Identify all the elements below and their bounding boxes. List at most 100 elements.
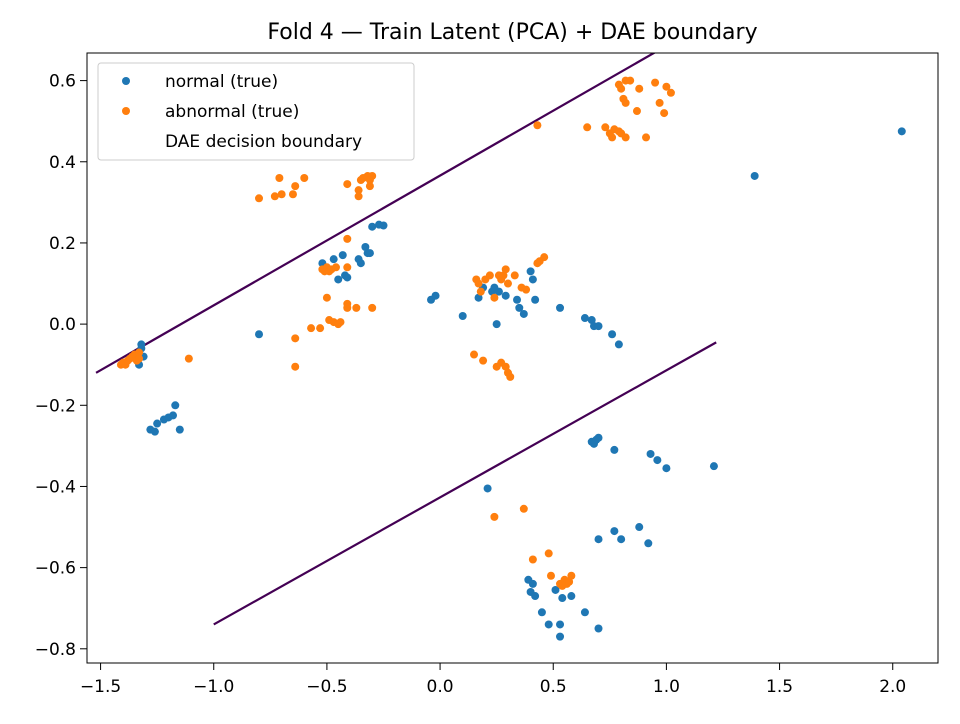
legend-label: normal (true) (165, 72, 278, 92)
normal-point (551, 585, 560, 594)
normal-point (361, 243, 370, 251)
abnormal-point (621, 98, 630, 107)
normal-point (431, 291, 440, 300)
abnormal-point (506, 372, 515, 381)
abnormal-point (501, 362, 510, 371)
normal-point (343, 273, 352, 282)
normal-point (368, 222, 377, 231)
legend-marker-normal (122, 77, 130, 85)
normal-point (153, 419, 162, 428)
normal-point (594, 535, 603, 544)
normal-point (580, 608, 589, 617)
normal-point (483, 484, 492, 493)
abnormal-point (501, 265, 510, 274)
normal-point (610, 445, 619, 454)
normal-point (334, 275, 343, 284)
abnormal-point (354, 186, 363, 195)
abnormal-point (368, 303, 377, 312)
normal-point (750, 171, 759, 180)
abnormal-point (632, 107, 641, 116)
y-tick-label: 0.6 (49, 72, 76, 92)
normal-point (515, 303, 524, 312)
normal-point (610, 527, 619, 536)
abnormal-point (490, 512, 499, 521)
abnormal-point (352, 303, 361, 312)
normal-point (171, 401, 180, 410)
normal-point (528, 275, 537, 284)
normal-point (329, 255, 338, 264)
normal-point (537, 608, 546, 617)
abnormal-point (270, 192, 279, 201)
normal-point (255, 330, 264, 339)
normal-point (608, 330, 617, 339)
normal-point (587, 316, 596, 325)
abnormal-point (492, 362, 501, 371)
x-tick-label: −1.0 (193, 677, 234, 697)
abnormal-point (565, 577, 574, 586)
abnormal-point (666, 88, 675, 97)
normal-point (137, 340, 146, 349)
normal-point (594, 624, 603, 633)
abnormal-point (322, 293, 331, 302)
normal-point (531, 592, 540, 601)
normal-point (519, 309, 528, 318)
abnormal-point (651, 78, 660, 87)
x-tick-label: 1.5 (766, 677, 793, 697)
normal-point (897, 127, 906, 136)
abnormal-point (476, 287, 485, 296)
abnormal-point (135, 348, 144, 357)
normal-point (458, 311, 467, 320)
abnormal-point (291, 334, 300, 343)
normal-point (365, 249, 374, 258)
abnormal-point (662, 82, 671, 91)
abnormal-point (275, 174, 284, 182)
abnormal-point (336, 318, 345, 327)
normal-point (580, 314, 589, 323)
y-tick-label: −0.2 (35, 396, 76, 416)
chart-title: Fold 4 — Train Latent (PCA) + DAE bounda… (267, 20, 757, 45)
abnormal-point (540, 253, 549, 262)
abnormal-point (655, 98, 664, 107)
abnormal-point (316, 324, 325, 333)
x-tick-label: −1.5 (80, 677, 121, 697)
normal-point (379, 221, 388, 230)
abnormal-point (626, 76, 635, 85)
dae-boundary-line-2 (213, 341, 717, 626)
abnormal-point (601, 123, 610, 132)
abnormal-point (546, 571, 555, 580)
abnormal-point (621, 133, 630, 142)
abnormal-point (635, 84, 644, 93)
normal-point (646, 449, 655, 458)
y-tick-label: −0.8 (35, 640, 76, 660)
normal-point (653, 456, 662, 465)
abnormal-point (474, 279, 483, 288)
y-tick-label: −0.6 (35, 559, 76, 579)
abnormal-point (343, 234, 352, 243)
x-tick-label: −0.5 (306, 677, 347, 697)
y-tick-label: −0.4 (35, 477, 76, 497)
normal-point (556, 303, 565, 312)
x-tick-label: 1.0 (653, 677, 680, 697)
normal-point (526, 267, 535, 276)
normal-point (544, 620, 553, 629)
y-tick-label: 0.0 (49, 315, 76, 335)
abnormal-point (343, 180, 352, 189)
abnormal-point (528, 555, 537, 564)
normal-point (644, 539, 653, 548)
normal-point (635, 523, 644, 532)
normal-point (338, 251, 347, 260)
normal-point (501, 291, 510, 300)
abnormal-point (522, 285, 531, 294)
abnormal-point (307, 324, 316, 333)
legend-label: DAE decision boundary (165, 132, 362, 152)
normal-point (594, 433, 603, 442)
normal-point (169, 411, 178, 420)
plot-frame (86, 52, 939, 664)
abnormal-point (533, 121, 542, 130)
normal-point (474, 293, 483, 302)
abnormal-point (291, 182, 300, 191)
legend: normal (true) abnormal (true) DAE decision… (97, 62, 415, 161)
normal-point (531, 295, 540, 304)
